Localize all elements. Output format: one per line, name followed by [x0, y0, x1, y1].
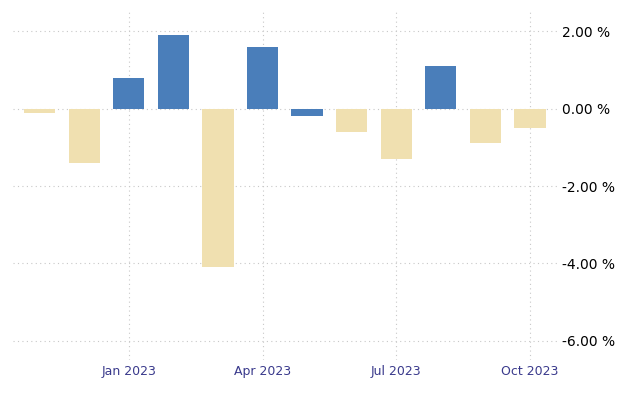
Bar [291, 109, 323, 116]
Bar [425, 66, 456, 109]
Bar [470, 109, 501, 144]
Bar [336, 109, 367, 132]
Bar [515, 109, 546, 128]
Bar [381, 109, 412, 159]
Bar [113, 78, 145, 109]
Bar [247, 47, 278, 109]
Bar [202, 109, 234, 267]
Bar [68, 109, 100, 163]
Bar [24, 109, 55, 112]
Bar [157, 35, 189, 109]
